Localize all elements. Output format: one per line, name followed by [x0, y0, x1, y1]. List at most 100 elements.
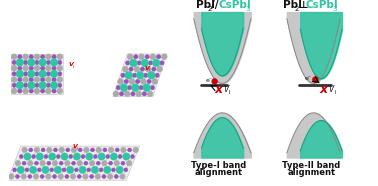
Circle shape	[29, 55, 33, 59]
Circle shape	[35, 83, 39, 87]
Circle shape	[127, 54, 133, 60]
Circle shape	[79, 166, 86, 174]
Circle shape	[66, 148, 70, 152]
Circle shape	[52, 77, 56, 82]
Circle shape	[152, 67, 156, 71]
Text: V: V	[223, 85, 228, 94]
Circle shape	[29, 166, 37, 174]
Circle shape	[16, 81, 24, 89]
Circle shape	[50, 168, 54, 172]
Circle shape	[212, 79, 217, 84]
Circle shape	[121, 147, 126, 153]
Text: x: x	[214, 83, 223, 96]
Circle shape	[127, 161, 132, 166]
Circle shape	[99, 168, 103, 172]
Text: Type-I band: Type-I band	[191, 161, 246, 170]
Circle shape	[91, 166, 99, 174]
Circle shape	[56, 155, 60, 158]
Circle shape	[40, 66, 45, 70]
Text: alignment: alignment	[194, 168, 243, 177]
Circle shape	[139, 86, 143, 90]
Text: alignment: alignment	[288, 168, 336, 177]
Circle shape	[84, 161, 88, 165]
Circle shape	[35, 72, 39, 76]
Text: PbI: PbI	[283, 0, 302, 10]
Circle shape	[145, 66, 151, 72]
Circle shape	[313, 77, 318, 82]
Circle shape	[46, 72, 50, 76]
Circle shape	[78, 148, 82, 152]
Circle shape	[148, 71, 155, 79]
Circle shape	[34, 147, 40, 153]
Circle shape	[132, 84, 139, 92]
Circle shape	[137, 61, 141, 65]
Circle shape	[40, 77, 45, 82]
Circle shape	[29, 148, 33, 152]
Circle shape	[11, 77, 17, 82]
Circle shape	[71, 147, 77, 153]
Circle shape	[77, 161, 82, 166]
Circle shape	[107, 174, 113, 179]
Polygon shape	[113, 54, 167, 97]
Circle shape	[57, 88, 63, 94]
Circle shape	[16, 59, 24, 66]
Circle shape	[28, 161, 33, 166]
Circle shape	[28, 81, 35, 89]
Circle shape	[157, 66, 163, 72]
Circle shape	[134, 55, 138, 59]
Circle shape	[48, 153, 56, 160]
Circle shape	[33, 174, 39, 179]
Circle shape	[52, 66, 56, 70]
Circle shape	[18, 89, 22, 93]
Circle shape	[156, 55, 161, 59]
Circle shape	[123, 153, 130, 160]
Circle shape	[136, 71, 144, 79]
Circle shape	[136, 79, 140, 84]
Circle shape	[45, 88, 51, 94]
Text: V: V	[145, 66, 150, 70]
Text: ⊥: ⊥	[298, 0, 308, 10]
Circle shape	[96, 147, 101, 153]
Circle shape	[59, 161, 63, 165]
Circle shape	[142, 92, 146, 96]
Circle shape	[12, 72, 16, 76]
Circle shape	[50, 70, 58, 78]
Circle shape	[61, 153, 68, 160]
Circle shape	[160, 61, 164, 65]
Circle shape	[11, 54, 17, 60]
Circle shape	[52, 89, 56, 93]
Circle shape	[87, 168, 91, 172]
Circle shape	[128, 148, 132, 152]
Circle shape	[96, 161, 100, 165]
Text: 3: 3	[333, 6, 337, 12]
Circle shape	[34, 54, 40, 60]
Circle shape	[77, 175, 81, 178]
Circle shape	[46, 60, 50, 65]
Circle shape	[34, 77, 40, 82]
Circle shape	[28, 59, 35, 66]
Circle shape	[39, 70, 46, 78]
Circle shape	[106, 155, 110, 158]
Circle shape	[47, 161, 51, 165]
Circle shape	[46, 174, 51, 179]
Circle shape	[15, 161, 20, 166]
Circle shape	[124, 168, 128, 172]
Circle shape	[35, 60, 39, 65]
Circle shape	[45, 77, 51, 82]
Circle shape	[58, 72, 62, 76]
Circle shape	[90, 175, 93, 178]
Circle shape	[149, 61, 153, 65]
Circle shape	[85, 153, 93, 160]
Circle shape	[58, 83, 62, 87]
Circle shape	[22, 147, 27, 153]
Circle shape	[41, 148, 45, 152]
Circle shape	[119, 92, 124, 96]
Circle shape	[18, 55, 22, 59]
Circle shape	[115, 175, 118, 178]
Circle shape	[127, 86, 132, 90]
Text: V: V	[329, 85, 334, 94]
Circle shape	[102, 161, 107, 166]
Circle shape	[23, 77, 28, 82]
Circle shape	[21, 174, 26, 179]
Text: e⁻: e⁻	[206, 78, 213, 83]
